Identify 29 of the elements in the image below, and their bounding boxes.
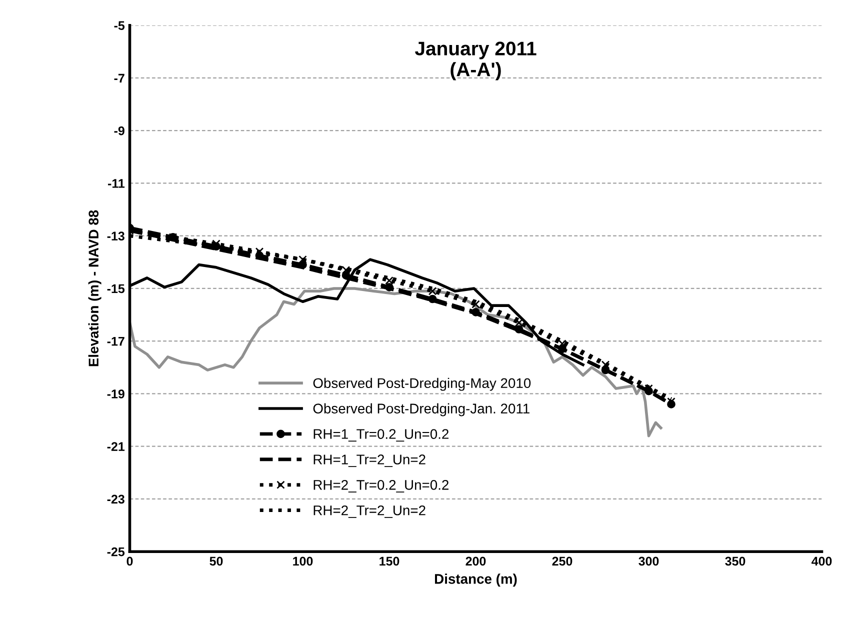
x-tick-label: 300 [638, 556, 659, 566]
x-tick-label: 250 [552, 556, 572, 566]
x-axis-title: Distance (m) [435, 574, 517, 587]
x-tick-label: 50 [210, 556, 223, 566]
y-tick-label: -7 [114, 74, 124, 83]
y-tick-label: -17 [107, 337, 124, 346]
y-tick-label: -25 [107, 547, 125, 556]
text: January 2011 (A-A') [414, 42, 536, 80]
x-tick-label: 400 [812, 556, 832, 566]
legend-label: RH=2_Tr=0.2_Un=0.2 [314, 480, 448, 492]
x-tick-label: 100 [293, 556, 313, 566]
x-tick-label: 150 [380, 556, 400, 566]
y-tick-label: -11 [108, 179, 125, 188]
x-tick-label: 0 [126, 556, 133, 566]
legend-label: RH=1_Tr=0.2_Un=0.2 [314, 429, 448, 442]
y-tick-label: -5 [114, 21, 125, 30]
x-tick-label: 200 [466, 556, 486, 566]
y-tick-label: -23 [107, 494, 124, 504]
y-tick-label: -13 [107, 232, 124, 241]
x-tick-label: 350 [725, 556, 746, 566]
legend-label: RH=1_Tr=2_Un=2 [314, 454, 426, 468]
y-tick-label: -15 [107, 284, 125, 294]
y-tick-label: -21 [107, 442, 125, 451]
legend-label: RH=2_Tr=2_Un=2 [314, 505, 426, 518]
y-tick-label: -9 [114, 126, 124, 136]
legend-label: Observed Post-Dredging-Jan. 2011 [313, 403, 530, 416]
y-tick-label: -19 [107, 390, 124, 398]
y-axis-title: Elevation (m) - NAVD 88 [88, 210, 102, 366]
legend-label: Observed Post-Dredging-May 2010 [313, 378, 531, 391]
